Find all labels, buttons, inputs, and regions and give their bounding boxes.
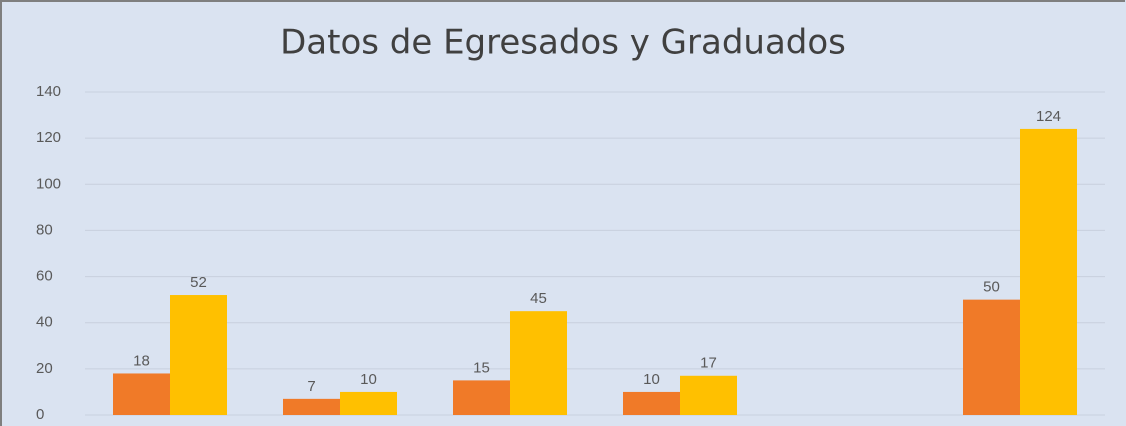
bar	[113, 373, 170, 415]
bar	[340, 391, 397, 415]
data-label: 18	[133, 352, 150, 369]
data-label: 124	[1036, 108, 1061, 125]
bar	[453, 380, 510, 415]
bar	[963, 299, 1020, 415]
y-tick-label: 60	[36, 268, 53, 285]
data-label: 50	[983, 279, 1000, 296]
data-label: 45	[530, 290, 547, 307]
bar	[510, 311, 567, 415]
y-tick-label: 120	[36, 129, 61, 146]
y-tick-label: 20	[36, 360, 53, 377]
bar	[623, 391, 680, 415]
y-tick-label: 100	[36, 175, 61, 192]
data-label: 52	[190, 274, 207, 291]
y-tick-label: 40	[36, 314, 53, 331]
chart-title: Datos de Egresados y Graduados	[280, 23, 846, 63]
data-label: 10	[643, 371, 660, 388]
data-label: 7	[307, 378, 315, 395]
bar	[1020, 128, 1077, 415]
data-label: 15	[473, 359, 490, 376]
bar	[170, 295, 227, 415]
y-tick-label: 140	[36, 83, 61, 100]
bar	[283, 398, 340, 415]
y-tick-label: 0	[36, 406, 44, 423]
data-label: 17	[700, 355, 717, 372]
y-tick-label: 80	[36, 221, 53, 238]
bar	[680, 375, 737, 415]
data-label: 10	[360, 371, 377, 388]
